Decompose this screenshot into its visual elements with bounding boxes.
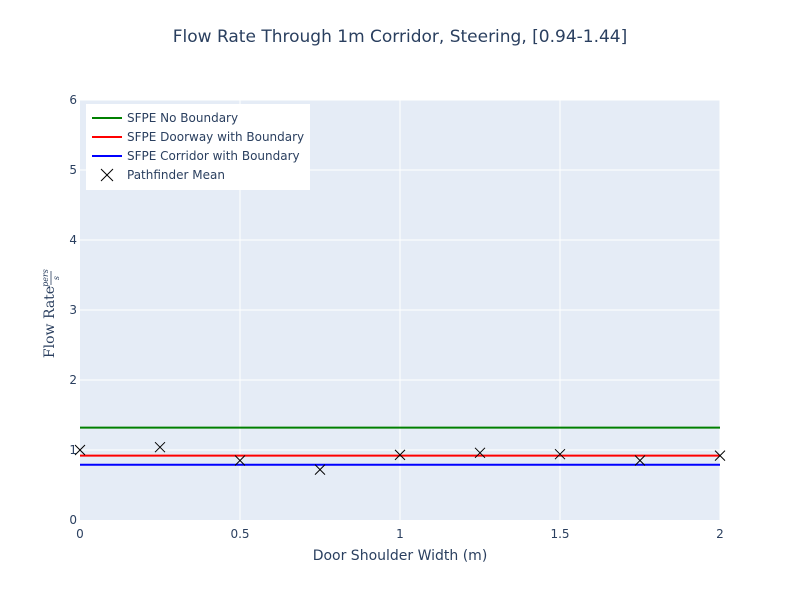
legend-item: Pathfinder Mean: [100, 168, 225, 182]
legend-item: SFPE Doorway with Boundary: [92, 130, 304, 144]
legend-label: SFPE Doorway with Boundary: [127, 130, 304, 144]
y-tick-label: 3: [69, 303, 77, 317]
tick-labels: 0 1 2 3 4 5 6 0 0.5 1 1.5 2: [69, 93, 723, 541]
data-point-marker: [234, 455, 246, 466]
data-point-marker: [554, 448, 566, 460]
chart-title: Flow Rate Through 1m Corridor, Steering,…: [173, 27, 628, 47]
data-point-marker: [314, 464, 326, 475]
legend-item: SFPE No Boundary: [92, 111, 238, 125]
x-tick-label: 2: [716, 527, 724, 541]
y-tick-label: 4: [69, 233, 77, 247]
legend-label: Pathfinder Mean: [127, 168, 225, 182]
data-point-marker: [74, 444, 86, 456]
data-point-marker: [394, 449, 406, 461]
data-point-marker: [154, 441, 166, 453]
series-layer: [74, 426, 726, 475]
y-axis-unit-denominator: s: [52, 276, 61, 280]
y-axis-unit-numerator: pers: [41, 269, 50, 287]
legend-label: SFPE Corridor with Boundary: [127, 149, 300, 163]
grid-lines: [80, 99, 721, 520]
data-point-marker: [714, 450, 726, 461]
x-axis-title: Door Shoulder Width (m): [313, 548, 488, 564]
legend-label: SFPE No Boundary: [127, 111, 238, 125]
y-tick-label: 6: [69, 93, 77, 107]
legend-item: SFPE Corridor with Boundary: [92, 149, 300, 163]
y-tick-label: 0: [69, 513, 77, 527]
data-point-marker: [474, 447, 486, 459]
y-axis-title: Flow Rate pers s: [41, 269, 61, 358]
legend: SFPE No Boundary SFPE Doorway with Bounda…: [86, 104, 310, 190]
y-tick-label: 5: [69, 163, 77, 177]
data-point-marker: [634, 455, 646, 466]
y-tick-label: 1: [69, 443, 77, 457]
x-tick-label: 1.5: [550, 527, 569, 541]
legend-marker: [100, 168, 114, 182]
x-tick-label: 1: [396, 527, 404, 541]
y-axis-title-text: Flow Rate: [42, 286, 58, 358]
x-tick-label: 0.5: [230, 527, 249, 541]
legend-box: [86, 104, 310, 190]
x-tick-label: 0: [76, 527, 84, 541]
y-tick-label: 2: [69, 373, 77, 387]
